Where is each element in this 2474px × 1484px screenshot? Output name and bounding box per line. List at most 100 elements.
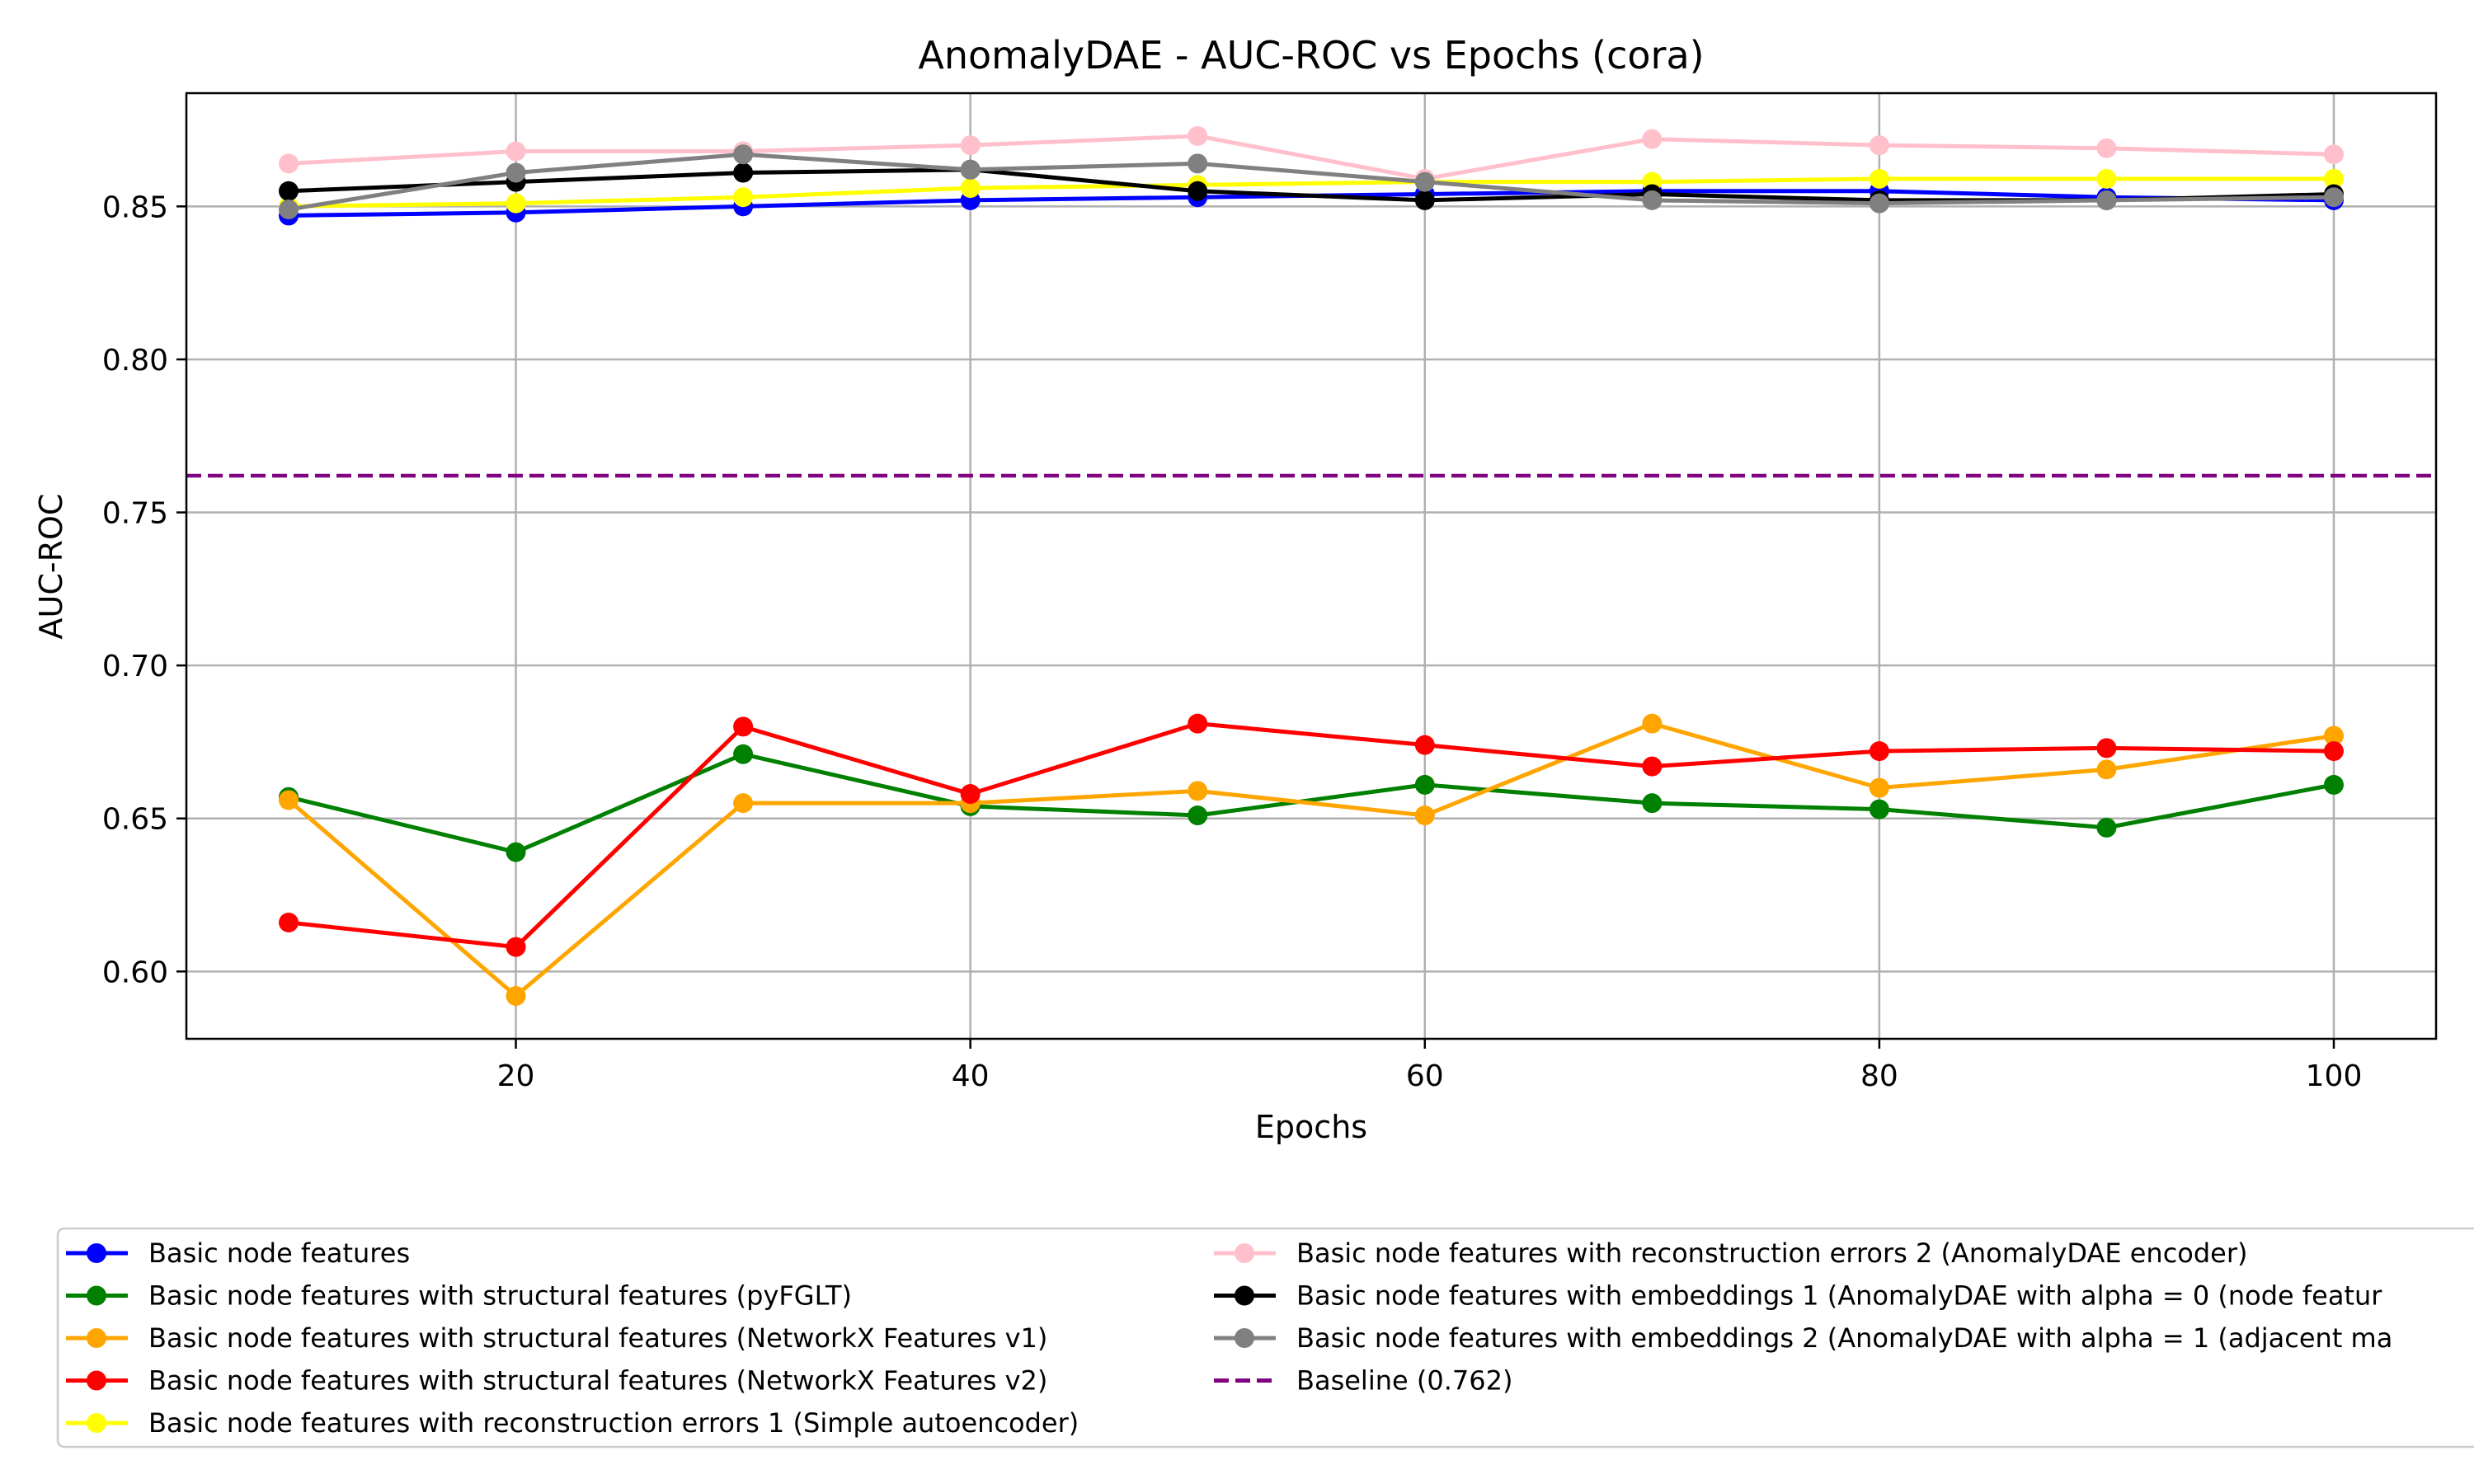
legend-item: Basic node features with structural feat… <box>66 1365 1047 1397</box>
data-point <box>1642 713 1663 734</box>
legend-item: Basic node features with structural feat… <box>66 1322 1047 1354</box>
data-point <box>1414 805 1435 826</box>
data-point <box>733 162 754 183</box>
data-point <box>2096 190 2117 210</box>
data-point <box>733 793 754 814</box>
data-point <box>960 784 981 805</box>
legend-label: Baseline (0.762) <box>1296 1365 1512 1397</box>
x-tick-label: 20 <box>497 1059 535 1093</box>
data-point <box>1642 129 1663 149</box>
legend-item: Basic node features with reconstruction … <box>1214 1237 2248 1269</box>
series-line <box>287 721 2335 998</box>
data-point <box>1869 799 1889 819</box>
data-point <box>506 986 526 1007</box>
data-point <box>506 162 526 183</box>
data-point <box>2096 138 2117 158</box>
legend-label: Basic node features with reconstruction … <box>148 1407 1079 1439</box>
legend-item: Basic node features with embeddings 2 (A… <box>1214 1322 2392 1354</box>
data-point <box>1414 774 1435 795</box>
plot-frame <box>185 92 2438 1040</box>
legend-marker <box>87 1328 106 1348</box>
data-point <box>1188 181 1208 201</box>
series-4 <box>279 713 2344 957</box>
y-tick-label: 0.85 <box>102 190 168 224</box>
data-point <box>733 716 754 737</box>
data-point <box>279 912 299 932</box>
series-line <box>288 134 2335 181</box>
data-point <box>1869 135 1889 156</box>
data-point <box>960 159 981 180</box>
data-point <box>2096 759 2117 780</box>
data-point <box>733 744 754 764</box>
data-point <box>506 937 526 957</box>
grid <box>186 93 2436 1039</box>
x-tick-label: 100 <box>2306 1059 2363 1093</box>
data-point <box>2324 144 2344 165</box>
y-tick-label: 0.75 <box>102 497 168 531</box>
data-point <box>506 141 526 162</box>
x-axis-label: Epochs <box>1255 1109 1367 1145</box>
y-tick-label: 0.70 <box>102 650 168 683</box>
series-layer <box>279 125 2344 1007</box>
data-point <box>1188 805 1208 826</box>
legend-marker <box>87 1285 106 1306</box>
series-line <box>288 176 2334 209</box>
data-point <box>2096 817 2117 838</box>
data-point <box>1869 193 1889 214</box>
data-point <box>279 181 299 201</box>
legend-label: Basic node features with structural feat… <box>148 1365 1047 1397</box>
data-point <box>2096 738 2117 758</box>
legend-marker <box>1235 1243 1254 1263</box>
chart-title: AnomalyDAE - AUC-ROC vs Epochs (cora) <box>918 33 1704 77</box>
legend-item: Baseline (0.762) <box>1214 1365 1512 1397</box>
legend-item: Basic node features with structural feat… <box>66 1280 852 1312</box>
data-point <box>279 153 299 174</box>
series-8 <box>279 144 2344 220</box>
data-point <box>2324 741 2344 762</box>
data-point <box>2324 726 2344 746</box>
legend-marker <box>87 1243 106 1263</box>
series-line <box>288 752 2335 855</box>
data-point <box>1642 793 1663 814</box>
data-point <box>506 842 526 862</box>
legend-marker <box>87 1413 106 1433</box>
data-point <box>960 135 981 156</box>
legend-marker <box>87 1370 106 1391</box>
legend-label: Basic node features with embeddings 1 (A… <box>1296 1280 2382 1312</box>
legend-label: Basic node features with reconstruction … <box>1296 1237 2248 1269</box>
data-point <box>279 200 299 220</box>
data-point <box>960 178 981 199</box>
data-point <box>1869 741 1889 762</box>
data-point <box>2324 168 2344 189</box>
y-axis-label: AUC-ROC <box>33 494 69 640</box>
y-tick-label: 0.60 <box>102 956 168 989</box>
legend-item: Basic node features <box>66 1237 410 1269</box>
data-point <box>2324 187 2344 208</box>
legend-item: Basic node features with embeddings 1 (A… <box>1214 1280 2382 1312</box>
data-point <box>1414 735 1435 755</box>
series-line <box>288 721 2335 950</box>
legend: Basic node features Basic node features w… <box>56 1227 2474 1449</box>
legend-label: Basic node features with embeddings 2 (A… <box>1296 1322 2392 1354</box>
x-tick-label: 60 <box>1406 1059 1444 1093</box>
data-point <box>1642 190 1663 210</box>
series-line <box>288 152 2335 212</box>
legend-label: Basic node features <box>148 1237 410 1269</box>
data-point <box>506 193 526 214</box>
data-point <box>1869 777 1889 798</box>
y-tick-label: 0.65 <box>102 803 168 837</box>
data-point <box>279 790 299 810</box>
legend-marker <box>1235 1328 1254 1348</box>
legend-item: Basic node features with reconstruction … <box>66 1407 1079 1439</box>
data-point <box>1414 171 1435 192</box>
x-tick-label: 40 <box>952 1059 990 1093</box>
data-point <box>1188 153 1208 174</box>
data-point <box>2324 774 2344 795</box>
x-tick-label: 80 <box>1860 1059 1898 1093</box>
data-point <box>733 144 754 165</box>
series-3 <box>279 713 2344 1007</box>
legend-label: Basic node features with structural feat… <box>148 1322 1047 1354</box>
data-point <box>1414 190 1435 210</box>
data-point <box>1188 713 1208 734</box>
